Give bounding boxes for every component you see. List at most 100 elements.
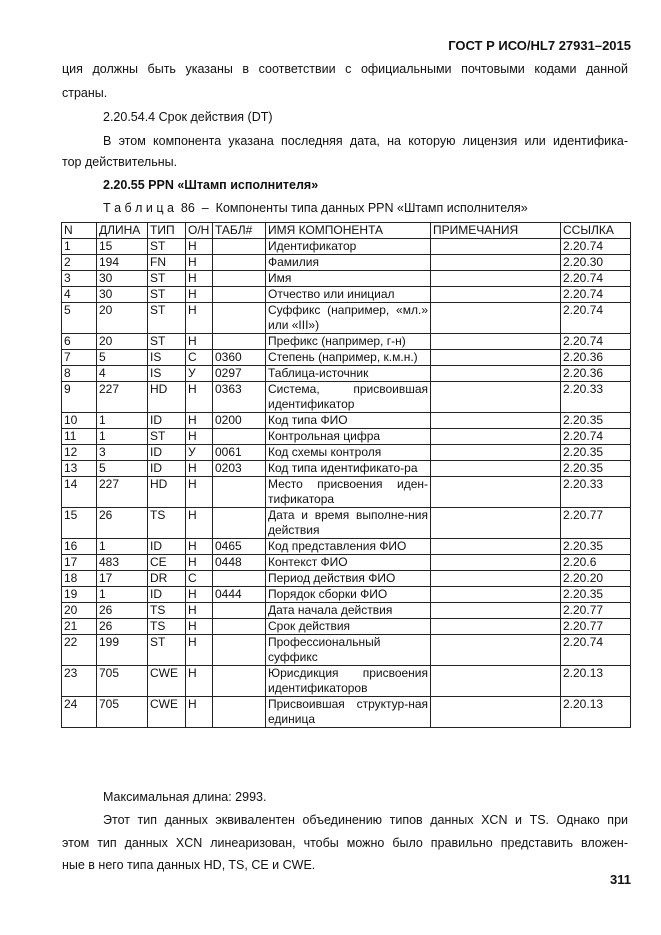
- paragraph-line: В этом компонента указана последняя дата…: [103, 134, 628, 148]
- table-cell: Н: [185, 428, 213, 445]
- table-row: 20 26 TS Н Дата начала действия 2.20.77: [61, 602, 631, 619]
- table-cell: TS: [147, 602, 186, 619]
- components-table: N ДЛИНА ТИП О/Н ТАБЛ# ИМЯ КОМПОНЕНТА ПРИМЕЧАНИ…: [61, 222, 631, 728]
- table-cell: 20: [61, 602, 97, 619]
- table-row: 7 5 IS С 0360 Степень (например, к.м.н.) 2.20.…: [61, 349, 631, 366]
- table-cell: 26: [96, 618, 148, 635]
- table-cell: IS: [147, 349, 186, 366]
- table-cell: 5: [61, 302, 97, 334]
- table-cell: 24: [61, 696, 97, 728]
- table-cell: 0200: [212, 412, 266, 429]
- table-cell: Код типа идентификато-ра: [265, 460, 431, 477]
- table-cell: ST: [147, 634, 186, 666]
- paragraph-line: страны.: [62, 86, 108, 100]
- table-cell: Присвоившая структур-ная единица: [265, 696, 431, 728]
- table-cell: [430, 270, 561, 287]
- table-cell: 11: [61, 428, 97, 445]
- table-row: 24 705 CWE Н Присвоившая структур-ная единиц…: [61, 696, 631, 728]
- table-cell: [430, 286, 561, 303]
- table-cell: Система, присвоившая идентификатор: [265, 381, 431, 413]
- table-cell: Н: [185, 381, 213, 413]
- table-cell: Контекст ФИО: [265, 554, 431, 571]
- column-header: ДЛИНА: [96, 222, 148, 239]
- table-row: 2 194 FN Н Фамилия 2.20.30: [61, 254, 631, 271]
- table-cell: [430, 696, 561, 728]
- table-cell: Н: [185, 586, 213, 603]
- table-cell: ST: [147, 333, 186, 350]
- document-header: ГОСТ Р ИСО/HL7 27931–2015: [448, 38, 631, 53]
- column-header: О/Н: [185, 222, 213, 239]
- table-cell: FN: [147, 254, 186, 271]
- table-cell: 227: [96, 381, 148, 413]
- table-cell: Н: [185, 476, 213, 508]
- table-cell: 2.20.35: [560, 460, 631, 477]
- table-row: 6 20 ST Н Префикс (например, г-н) 2.20.74: [61, 333, 631, 350]
- table-cell: TS: [147, 618, 186, 635]
- table-cell: Н: [185, 554, 213, 571]
- table-cell: 0465: [212, 538, 266, 555]
- table-cell: Н: [185, 254, 213, 271]
- table-row: 13 5 ID Н 0203 Код типа идентификато-ра 2.20.3…: [61, 460, 631, 477]
- table-row: 14 227 HD Н Место присвоения иден-тификатора…: [61, 476, 631, 508]
- table-cell: 1: [96, 412, 148, 429]
- table-cell: 199: [96, 634, 148, 666]
- table-cell: [430, 302, 561, 334]
- table-cell: [212, 270, 266, 287]
- table-cell: 2.20.13: [560, 665, 631, 697]
- table-cell: Префикс (например, г-н): [265, 333, 431, 350]
- table-cell: [430, 444, 561, 461]
- table-cell: 0363: [212, 381, 266, 413]
- table-cell: 22: [61, 634, 97, 666]
- paragraph-line: тор действительны.: [62, 155, 178, 169]
- table-cell: Дата и время выполне-ния действия: [265, 507, 431, 539]
- table-cell: [430, 349, 561, 366]
- table-cell: [430, 460, 561, 477]
- paragraph-line: ные в него типа данных HD, TS, CE и CWE.: [62, 858, 316, 872]
- table-cell: Дата начала действия: [265, 602, 431, 619]
- table-cell: 12: [61, 444, 97, 461]
- table-cell: Н: [185, 412, 213, 429]
- table-row: 4 30 ST Н Отчество или инициал 2.20.74: [61, 286, 631, 303]
- table-cell: 10: [61, 412, 97, 429]
- table-cell: 30: [96, 270, 148, 287]
- table-cell: ID: [147, 444, 186, 461]
- table-cell: 5: [96, 460, 148, 477]
- table-cell: 21: [61, 618, 97, 635]
- table-cell: 2.20.13: [560, 696, 631, 728]
- table-caption: Т а б л и ц а 86 – Компоненты типа данны…: [103, 201, 528, 215]
- table-cell: 6: [61, 333, 97, 350]
- table-cell: 2.20.36: [560, 349, 631, 366]
- table-cell: Контрольная цифра: [265, 428, 431, 445]
- table-cell: Н: [185, 333, 213, 350]
- table-cell: [430, 476, 561, 508]
- table-cell: 0448: [212, 554, 266, 571]
- table-cell: [212, 618, 266, 635]
- table-cell: [212, 238, 266, 255]
- table-cell: 2.20.74: [560, 333, 631, 350]
- column-header: ТИП: [147, 222, 186, 239]
- table-cell: 0360: [212, 349, 266, 366]
- table-cell: [212, 696, 266, 728]
- table-cell: Н: [185, 302, 213, 334]
- table-cell: Суффикс (например, «мл.» или «III»): [265, 302, 431, 334]
- column-header: ИМЯ КОМПОНЕНТА: [265, 222, 431, 239]
- table-cell: 7: [61, 349, 97, 366]
- column-header: N: [61, 222, 97, 239]
- table-cell: 15: [96, 238, 148, 255]
- table-cell: [430, 412, 561, 429]
- table-cell: ST: [147, 302, 186, 334]
- table-cell: [430, 507, 561, 539]
- table-cell: [430, 381, 561, 413]
- table-row: 23 705 CWE Н Юрисдикция присвоения идентифик…: [61, 665, 631, 697]
- table-cell: Н: [185, 696, 213, 728]
- table-cell: 2.20.77: [560, 618, 631, 635]
- table-cell: ID: [147, 460, 186, 477]
- column-header: ТАБЛ#: [212, 222, 266, 239]
- table-cell: 18: [61, 570, 97, 587]
- table-cell: [212, 665, 266, 697]
- table-cell: [430, 428, 561, 445]
- column-header: ПРИМЕЧАНИЯ: [430, 222, 561, 239]
- table-cell: Н: [185, 634, 213, 666]
- table-cell: 0444: [212, 586, 266, 603]
- table-row: 1 15 ST Н Идентификатор 2.20.74: [61, 238, 631, 255]
